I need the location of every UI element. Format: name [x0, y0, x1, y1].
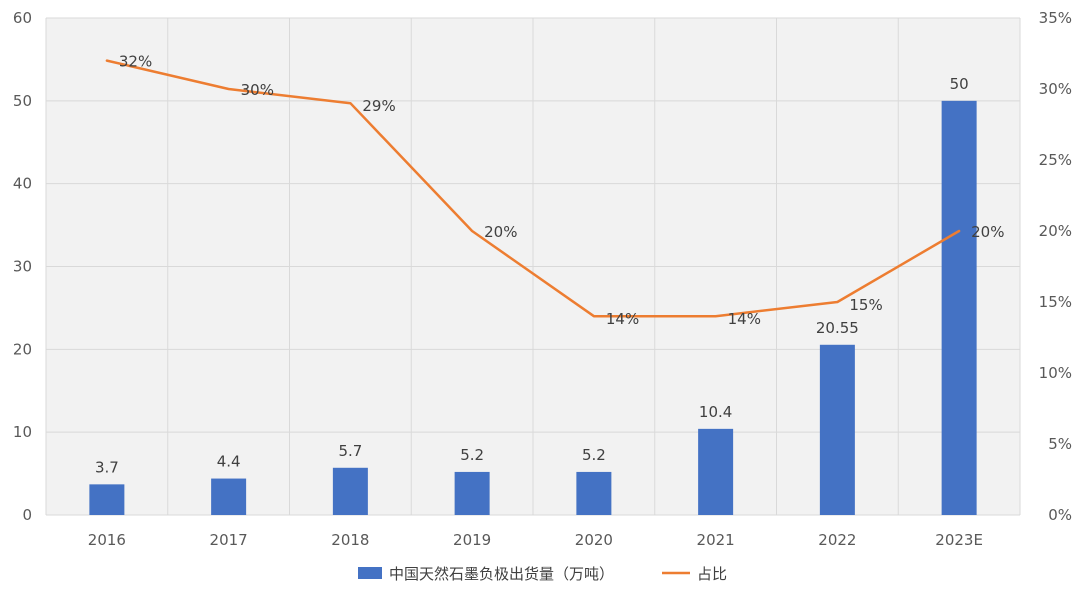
- left-axis-tick-label: 60: [13, 9, 32, 27]
- line-data-labels: 32% 30% 29% 20% 14% 14% 15% 20%: [119, 53, 1005, 329]
- right-axis-tick-label: 25%: [1039, 151, 1072, 169]
- bar: [698, 428, 734, 515]
- bar-data-label: 3.7: [95, 458, 119, 476]
- line-data-label: 14%: [606, 310, 639, 328]
- bar-series: [89, 100, 977, 515]
- right-axis-tick-label: 20%: [1039, 222, 1072, 240]
- x-axis-tick-label: 2023E: [935, 531, 983, 549]
- legend-swatch-bar: [358, 567, 382, 579]
- bar: [819, 344, 855, 515]
- right-axis-tick-label: 10%: [1039, 364, 1072, 382]
- right-axis-tick-label: 35%: [1039, 9, 1072, 27]
- line-path: [105, 59, 961, 318]
- left-axis-tick-label: 10: [13, 423, 32, 441]
- line-data-label: 14%: [728, 310, 761, 328]
- bar-data-labels: 3.7 4.4 5.7 5.2 5.2 10.4 20.55 50: [95, 75, 969, 477]
- right-axis-ticks: 0% 5% 10% 15% 20% 25% 30% 35%: [1039, 9, 1072, 524]
- x-axis-tick-label: 2018: [331, 531, 369, 549]
- line-data-label: 29%: [362, 97, 395, 115]
- x-axis-tick-label: 2020: [575, 531, 613, 549]
- line-series: [105, 59, 961, 318]
- bar: [332, 467, 368, 515]
- left-axis-tick-label: 50: [13, 92, 32, 110]
- left-axis-tick-label: 30: [13, 258, 32, 276]
- line-data-label: 20%: [484, 223, 517, 241]
- line-data-label: 30%: [241, 81, 274, 99]
- line-data-label: 15%: [849, 296, 882, 314]
- line-data-label: 20%: [971, 223, 1004, 241]
- right-axis-tick-label: 30%: [1039, 80, 1072, 98]
- bar-data-label: 50: [950, 75, 969, 93]
- right-axis-tick-label: 0%: [1048, 506, 1072, 524]
- bar-data-label: 5.2: [582, 446, 606, 464]
- left-axis-tick-label: 20: [13, 340, 32, 358]
- right-axis-tick-label: 15%: [1039, 293, 1072, 311]
- x-axis-tick-label: 2019: [453, 531, 491, 549]
- bar: [576, 471, 612, 515]
- bar-data-label: 5.2: [460, 446, 484, 464]
- x-axis-tick-label: 2017: [210, 531, 248, 549]
- x-axis-tick-label: 2021: [697, 531, 735, 549]
- left-axis-tick-label: 0: [22, 506, 32, 524]
- bar: [89, 484, 125, 515]
- x-axis-tick-label: 2022: [818, 531, 856, 549]
- left-axis-tick-label: 40: [13, 175, 32, 193]
- right-axis-tick-label: 5%: [1048, 435, 1072, 453]
- bar: [211, 478, 247, 515]
- bar-data-label: 5.7: [338, 442, 362, 460]
- legend-label-line: 占比: [697, 565, 727, 583]
- bar: [941, 100, 977, 515]
- bar-data-label: 20.55: [816, 319, 859, 337]
- gridlines: [45, 17, 1021, 516]
- bar-data-label: 4.4: [217, 453, 241, 471]
- left-axis-ticks: 0 10 20 30 40 50 60: [13, 9, 32, 524]
- bar-data-label: 10.4: [699, 403, 732, 421]
- x-axis-ticks: 2016 2017 2018 2019 2020 2021 2022 2023E: [88, 531, 983, 549]
- legend-label-bar: 中国天然石墨负极出货量（万吨）: [389, 565, 614, 583]
- x-axis-tick-label: 2016: [88, 531, 126, 549]
- legend: 中国天然石墨负极出货量（万吨） 占比: [358, 565, 727, 583]
- bar: [454, 471, 490, 515]
- line-data-label: 32%: [119, 53, 152, 71]
